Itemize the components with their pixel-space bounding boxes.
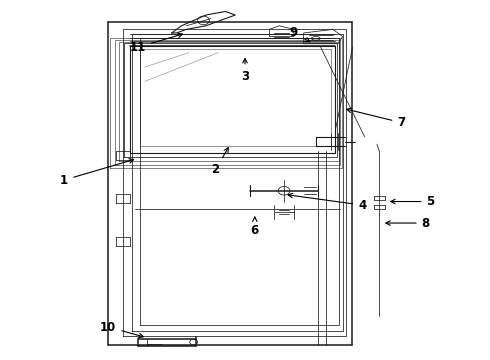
Text: 11: 11 — [129, 33, 182, 54]
Text: 3: 3 — [241, 59, 249, 82]
Text: 9: 9 — [290, 27, 310, 42]
Text: 10: 10 — [100, 320, 144, 338]
Text: 6: 6 — [251, 217, 259, 237]
Text: 8: 8 — [386, 216, 430, 230]
Text: 1: 1 — [60, 159, 134, 186]
Text: 7: 7 — [346, 108, 405, 129]
Text: 2: 2 — [212, 148, 228, 176]
Text: 5: 5 — [391, 195, 435, 208]
Text: 4: 4 — [288, 193, 367, 212]
